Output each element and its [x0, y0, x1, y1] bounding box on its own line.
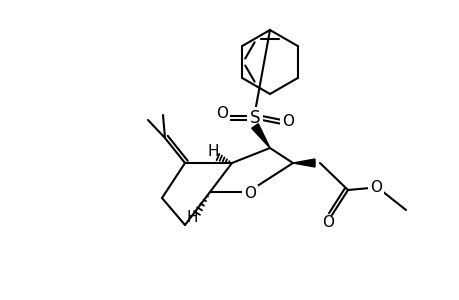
- Text: O: O: [216, 106, 228, 122]
- Text: S: S: [249, 109, 260, 127]
- Text: H: H: [186, 211, 197, 226]
- Polygon shape: [292, 159, 314, 167]
- Text: H: H: [207, 145, 218, 160]
- Text: O: O: [243, 187, 256, 202]
- Text: O: O: [321, 215, 333, 230]
- Text: O: O: [281, 115, 293, 130]
- Text: O: O: [369, 181, 381, 196]
- Polygon shape: [251, 124, 269, 148]
